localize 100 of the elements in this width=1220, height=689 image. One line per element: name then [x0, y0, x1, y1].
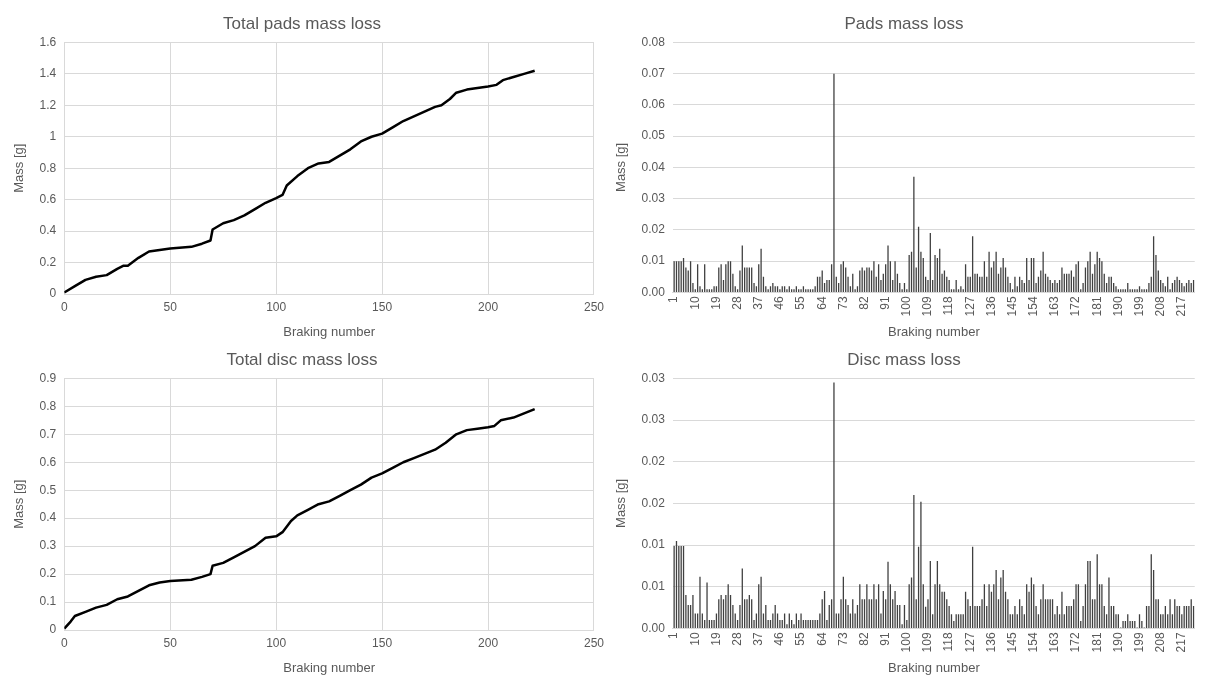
y-tick-label: 0.7 — [39, 426, 57, 441]
x-tick-label: 91 — [877, 632, 892, 646]
chart-title: Disc mass loss — [847, 349, 961, 369]
y-tick-label: 0.06 — [641, 97, 666, 112]
x-tick-label: 0 — [60, 635, 68, 650]
x-tick-label: 73 — [835, 632, 850, 646]
x-tick-label: 208 — [1152, 296, 1167, 317]
x-tick-label: 91 — [877, 296, 892, 310]
x-tick-label: 181 — [1089, 632, 1104, 653]
x-tick-label: 190 — [1110, 296, 1125, 317]
chart-title: Total disc mass loss — [226, 349, 378, 369]
y-tick-label: 1 — [49, 129, 57, 144]
x-tick-label: 127 — [962, 632, 977, 653]
y-tick-label: 0.4 — [39, 510, 57, 525]
y-axis-title: Mass [g] — [613, 142, 629, 192]
x-tick-label: 55 — [793, 632, 808, 646]
x-tick-label: 145 — [1004, 296, 1019, 317]
x-tick-label: 100 — [266, 635, 287, 650]
x-tick-label: 46 — [772, 296, 787, 310]
y-tick-label: 0.08 — [641, 34, 666, 49]
y-tick-label: 0.2 — [39, 254, 57, 269]
x-tick-label: 37 — [751, 296, 766, 310]
x-tick-label: 200 — [478, 299, 499, 314]
x-tick-label: 250 — [583, 299, 605, 314]
y-axis-title: Mass [g] — [613, 478, 629, 528]
x-tick-label: 19 — [708, 296, 723, 310]
y-tick-label: 0.03 — [641, 370, 666, 385]
x-tick-label: 136 — [983, 296, 998, 317]
y-tick-label: 0.01 — [641, 537, 666, 552]
y-tick-label: 0.02 — [641, 222, 666, 237]
x-tick-label: 145 — [1004, 632, 1019, 653]
y-tick-label: 0.00 — [641, 284, 666, 299]
x-tick-label: 28 — [729, 632, 744, 646]
x-tick-label: 55 — [793, 296, 808, 310]
x-tick-label: 200 — [478, 635, 499, 650]
y-tick-label: 0.07 — [641, 65, 666, 80]
x-tick-label: 190 — [1110, 632, 1125, 653]
y-tick-label: 0.8 — [39, 398, 57, 413]
x-tick-label: 10 — [687, 632, 702, 646]
y-tick-label: 0.02 — [641, 495, 666, 510]
y-tick-label: 0.02 — [641, 454, 666, 469]
x-axis-title: Braking number — [283, 323, 376, 339]
y-axis-title: Mass [g] — [11, 143, 27, 193]
y-tick-label: 0.5 — [39, 482, 57, 497]
y-tick-label: 0.00 — [641, 620, 666, 635]
y-tick-label: 0.2 — [39, 566, 57, 581]
x-tick-label: 199 — [1131, 632, 1146, 653]
y-tick-label: 1.2 — [39, 97, 57, 112]
x-tick-label: 64 — [814, 296, 829, 310]
x-tick-label: 1 — [666, 632, 681, 640]
x-tick-label: 1 — [666, 296, 681, 304]
x-tick-label: 64 — [814, 632, 829, 646]
x-tick-label: 82 — [856, 632, 871, 646]
chart-title: Total pads mass loss — [223, 13, 381, 33]
x-tick-label: 82 — [856, 296, 871, 310]
x-tick-label: 163 — [1047, 296, 1062, 317]
y-tick-label: 1.4 — [39, 66, 57, 81]
x-tick-label: 154 — [1026, 632, 1041, 653]
y-tick-label: 0.04 — [641, 159, 666, 174]
x-tick-label: 118 — [941, 296, 956, 316]
y-tick-label: 0.9 — [39, 370, 57, 385]
x-tick-label: 150 — [372, 299, 393, 314]
x-tick-label: 163 — [1047, 632, 1062, 653]
x-tick-label: 50 — [163, 299, 178, 314]
y-axis-title: Mass [g] — [11, 479, 27, 529]
y-tick-label: 0.3 — [39, 538, 57, 553]
y-tick-label: 0.05 — [641, 128, 666, 143]
x-tick-label: 172 — [1068, 632, 1083, 653]
x-tick-label: 46 — [772, 632, 787, 646]
x-tick-label: 28 — [729, 296, 744, 310]
y-tick-label: 0.03 — [641, 412, 666, 427]
y-tick-label: 0.1 — [39, 594, 57, 609]
x-tick-label: 100 — [899, 632, 914, 653]
x-tick-label: 217 — [1174, 632, 1189, 653]
x-tick-label: 19 — [708, 632, 723, 646]
y-tick-label: 0.8 — [39, 160, 57, 175]
chart-title: Pads mass loss — [844, 13, 964, 33]
y-tick-label: 0.4 — [39, 223, 57, 238]
y-tick-label: 1.6 — [39, 34, 57, 49]
x-tick-label: 199 — [1131, 296, 1146, 317]
y-tick-label: 0.03 — [641, 190, 666, 205]
x-axis-title: Braking number — [283, 659, 376, 675]
x-tick-label: 50 — [163, 635, 178, 650]
x-tick-label: 100 — [266, 299, 287, 314]
x-tick-label: 217 — [1174, 296, 1189, 317]
x-tick-label: 73 — [835, 296, 850, 310]
x-tick-label: 172 — [1068, 296, 1083, 317]
y-tick-label: 0.6 — [39, 191, 57, 206]
x-tick-label: 37 — [751, 632, 766, 646]
x-tick-label: 109 — [920, 632, 935, 653]
x-axis-title: Braking number — [887, 659, 981, 675]
x-tick-label: 0 — [60, 299, 68, 314]
x-tick-label: 118 — [941, 632, 956, 652]
x-tick-label: 109 — [920, 296, 935, 317]
x-tick-label: 127 — [962, 296, 977, 317]
x-tick-label: 10 — [687, 296, 702, 310]
x-tick-label: 181 — [1089, 296, 1104, 317]
y-tick-label: 0.6 — [39, 454, 57, 469]
x-tick-label: 100 — [899, 296, 914, 317]
y-tick-label: 0.01 — [641, 253, 666, 268]
